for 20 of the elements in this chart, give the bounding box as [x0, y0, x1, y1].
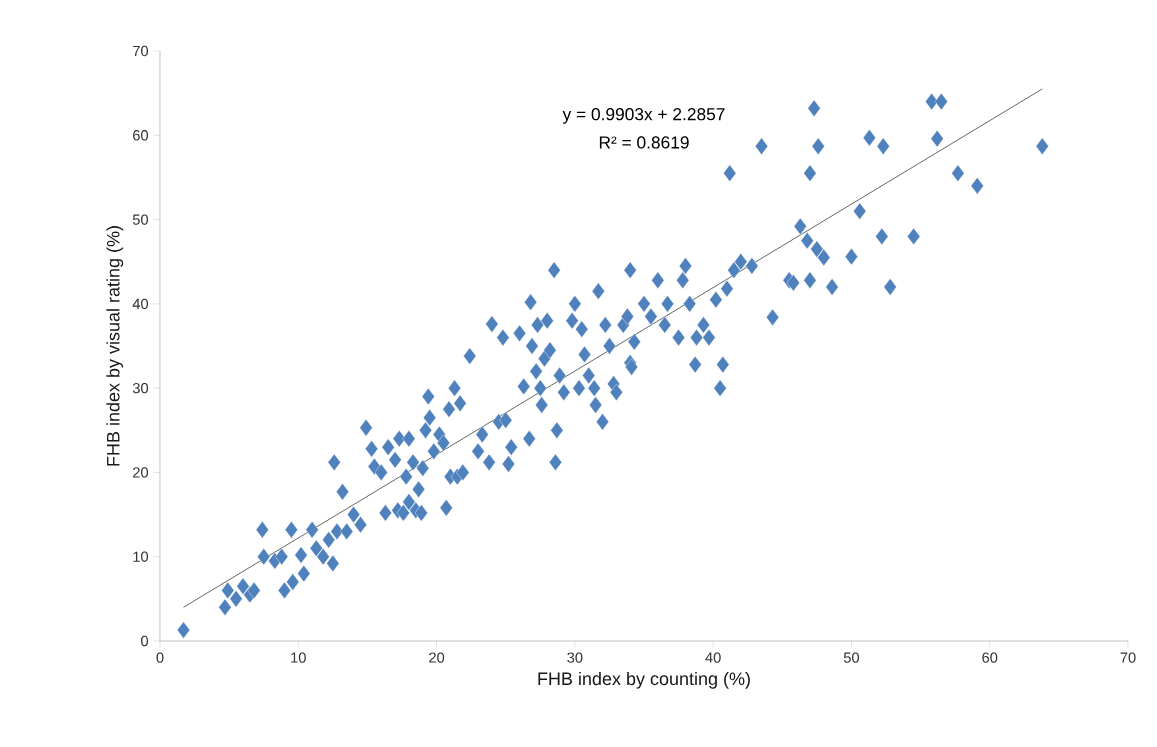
y-tick-label: 10: [133, 551, 149, 562]
y-tick-label: 30: [132, 382, 149, 394]
x-tick-label: 30: [567, 652, 583, 663]
x-tick-label: 10: [291, 652, 306, 663]
x-tick-label: 60: [982, 652, 998, 663]
annotation: y = 0.9903x + 2.2857: [562, 108, 725, 124]
y-tick-label: 60: [133, 130, 149, 141]
y-axis-title: FHB index by visual rating (%): [106, 226, 124, 466]
x-tick-label: 20: [429, 652, 445, 663]
x-tick-label: 50: [843, 652, 859, 663]
x-tick-label: 0: [156, 652, 164, 663]
y-tick-label: 40: [132, 298, 149, 310]
annotation: R² = 0.8619: [599, 136, 689, 149]
y-tick-label: 0: [141, 635, 149, 647]
x-axis-title: FHB index by counting (%): [538, 671, 750, 689]
y-tick-label: 50: [132, 214, 149, 225]
x-tick-label: 70: [1120, 652, 1136, 663]
y-tick-label: 70: [133, 45, 149, 57]
y-tick-label: 20: [133, 467, 149, 478]
x-tick-label: 40: [705, 652, 721, 663]
